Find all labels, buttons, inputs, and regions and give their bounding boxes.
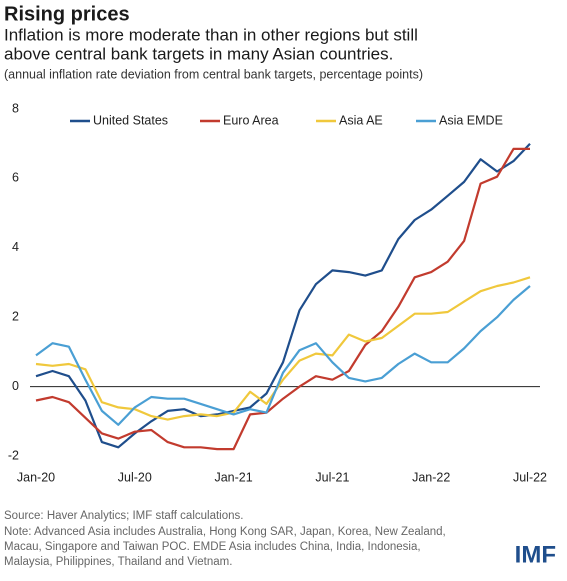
chart-subtitle: above central bank targets in many Asian… — [4, 44, 393, 63]
series-line — [35, 285, 531, 426]
axis-label: (annual inflation rate deviation from ce… — [4, 67, 423, 81]
logo: IMF — [515, 541, 556, 568]
y-tick-label: 4 — [12, 240, 19, 254]
chart-title: Rising prices — [4, 3, 130, 25]
legend-label: Euro Area — [223, 113, 279, 127]
y-tick-label: 8 — [12, 101, 19, 115]
x-tick-label: Jan-22 — [412, 470, 450, 484]
x-tick-label: Jan-21 — [214, 470, 252, 484]
y-tick-label: 0 — [12, 379, 19, 393]
x-tick-label: Jul-22 — [513, 470, 547, 484]
series-line — [35, 276, 531, 421]
legend-label: United States — [93, 113, 168, 127]
note: Malaysia, Philippines, Thailand and Viet… — [4, 556, 232, 568]
note: Note: Advanced Asia includes Australia, … — [4, 526, 446, 538]
series-line — [35, 142, 531, 449]
series-line — [35, 147, 530, 451]
y-tick-label: -2 — [8, 448, 19, 462]
note: Macau, Singapore and Taiwan POC. EMDE As… — [4, 541, 421, 553]
x-tick-label: Jul-21 — [315, 470, 349, 484]
legend-label: Asia AE — [339, 113, 383, 127]
legend-label: Asia EMDE — [439, 113, 503, 127]
x-tick-label: Jul-20 — [118, 470, 152, 484]
source: Source: Haver Analytics; IMF staff calcu… — [4, 510, 243, 522]
x-tick-label: Jan-20 — [17, 470, 55, 484]
chart-subtitle: Inflation is more moderate than in other… — [4, 25, 418, 44]
y-tick-label: 6 — [12, 171, 19, 185]
y-tick-label: 2 — [12, 309, 19, 323]
